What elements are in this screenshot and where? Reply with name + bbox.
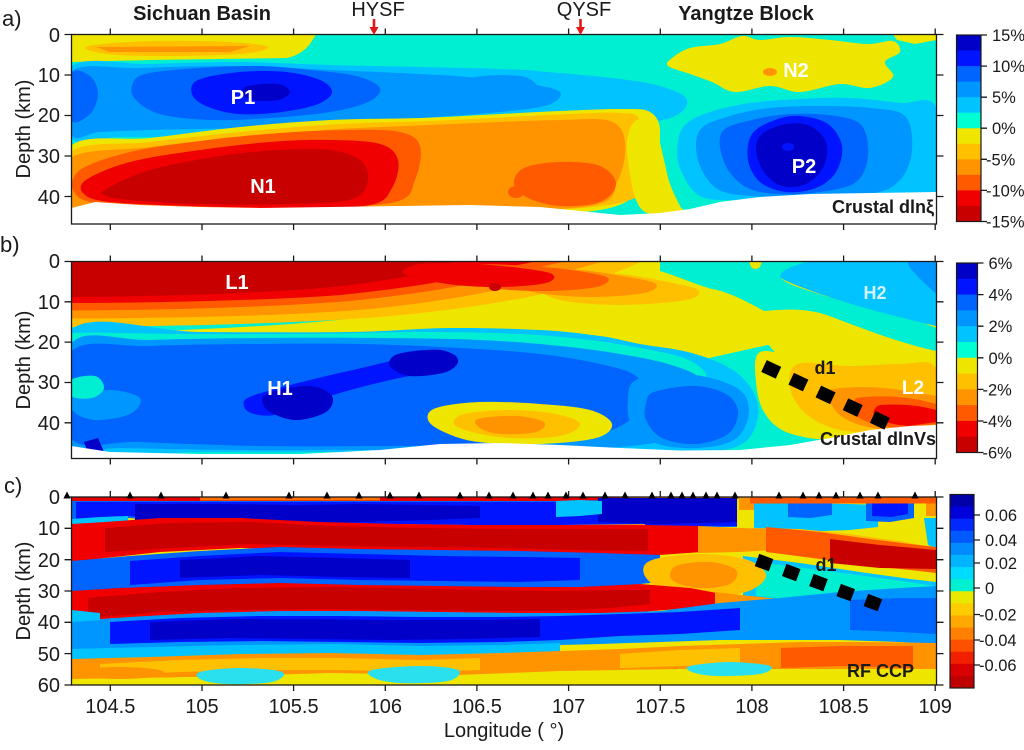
svg-text:106: 106 [369, 696, 402, 718]
svg-text:N2: N2 [783, 60, 809, 82]
svg-text:-0.02: -0.02 [979, 607, 1017, 625]
svg-text:Longitude ( °): Longitude ( °) [444, 720, 564, 742]
svg-text:30: 30 [38, 581, 60, 603]
svg-text:d1: d1 [814, 358, 835, 378]
svg-text:108: 108 [735, 696, 768, 718]
svg-text:50: 50 [38, 644, 60, 666]
svg-text:30: 30 [38, 146, 60, 168]
svg-text:RF CCP: RF CCP [847, 661, 914, 681]
svg-text:P2: P2 [792, 156, 816, 178]
svg-text:Depth (km): Depth (km) [13, 311, 35, 410]
svg-text:-0.06: -0.06 [979, 657, 1017, 675]
svg-text:-5%: -5% [986, 151, 1016, 169]
svg-text:10: 10 [38, 65, 60, 87]
svg-text:QYSF: QYSF [557, 0, 611, 21]
svg-text:H2: H2 [863, 283, 886, 303]
svg-text:0%: 0% [992, 120, 1016, 138]
svg-text:HYSF: HYSF [351, 0, 404, 21]
svg-text:Depth (km): Depth (km) [13, 542, 35, 641]
svg-text:Crustal dlnVs: Crustal dlnVs [820, 429, 936, 449]
svg-text:Yangtze Block: Yangtze Block [678, 3, 814, 25]
svg-text:107.5: 107.5 [635, 696, 685, 718]
svg-text:d1: d1 [815, 555, 836, 575]
svg-text:60: 60 [38, 675, 60, 697]
svg-text:0%: 0% [989, 350, 1013, 368]
svg-text:40: 40 [38, 413, 60, 435]
svg-text:107: 107 [552, 696, 585, 718]
svg-text:10: 10 [38, 292, 60, 314]
svg-text:0: 0 [985, 580, 994, 598]
svg-text:-4%: -4% [983, 413, 1013, 431]
svg-text:c): c) [4, 473, 22, 498]
svg-text:30: 30 [38, 372, 60, 394]
svg-text:2%: 2% [989, 318, 1013, 336]
svg-text:0: 0 [49, 25, 60, 47]
svg-text:109: 109 [919, 696, 952, 718]
svg-text:40: 40 [38, 187, 60, 209]
svg-text:-15%: -15% [986, 214, 1024, 232]
svg-text:6%: 6% [989, 255, 1013, 273]
svg-text:5%: 5% [992, 89, 1016, 107]
svg-text:L1: L1 [225, 272, 248, 294]
svg-text:-2%: -2% [983, 381, 1013, 399]
svg-text:10%: 10% [992, 58, 1024, 76]
svg-text:Crustal dlnξ: Crustal dlnξ [832, 197, 934, 218]
svg-text:4%: 4% [989, 287, 1013, 305]
svg-text:106.5: 106.5 [452, 696, 502, 718]
svg-text:P1: P1 [231, 87, 255, 109]
svg-text:0: 0 [49, 251, 60, 273]
svg-text:b): b) [0, 232, 20, 257]
svg-text:105.5: 105.5 [269, 696, 319, 718]
svg-text:105: 105 [185, 696, 218, 718]
svg-text:H1: H1 [267, 378, 293, 400]
svg-text:-6%: -6% [983, 445, 1013, 463]
svg-text:15%: 15% [992, 27, 1024, 45]
svg-text:0.06: 0.06 [985, 507, 1017, 525]
svg-text:-0.04: -0.04 [979, 632, 1017, 650]
svg-text:a): a) [2, 6, 22, 31]
svg-text:Sichuan Basin: Sichuan Basin [133, 3, 271, 25]
svg-text:108.5: 108.5 [819, 696, 869, 718]
svg-text:20: 20 [38, 332, 60, 354]
svg-text:40: 40 [38, 612, 60, 634]
svg-text:20: 20 [38, 105, 60, 127]
svg-text:-10%: -10% [986, 182, 1024, 200]
svg-text:104.5: 104.5 [85, 696, 135, 718]
svg-text:20: 20 [38, 550, 60, 572]
svg-text:L2: L2 [902, 378, 924, 399]
svg-text:0: 0 [49, 487, 60, 509]
svg-text:10: 10 [38, 518, 60, 540]
svg-text:0.04: 0.04 [985, 532, 1017, 550]
svg-text:Depth (km): Depth (km) [13, 80, 35, 179]
svg-text:0.02: 0.02 [985, 555, 1017, 573]
svg-text:N1: N1 [250, 176, 276, 198]
